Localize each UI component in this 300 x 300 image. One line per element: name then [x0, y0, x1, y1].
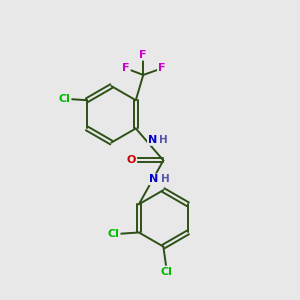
Text: F: F — [158, 63, 165, 74]
Text: N: N — [149, 174, 159, 184]
Text: O: O — [127, 155, 136, 165]
Text: Cl: Cl — [160, 267, 172, 277]
Text: H: H — [160, 135, 168, 145]
Text: H: H — [161, 174, 170, 184]
Text: F: F — [140, 50, 147, 60]
Text: F: F — [122, 63, 130, 74]
Text: Cl: Cl — [59, 94, 70, 104]
Text: Cl: Cl — [108, 229, 120, 239]
Text: N: N — [148, 135, 157, 145]
